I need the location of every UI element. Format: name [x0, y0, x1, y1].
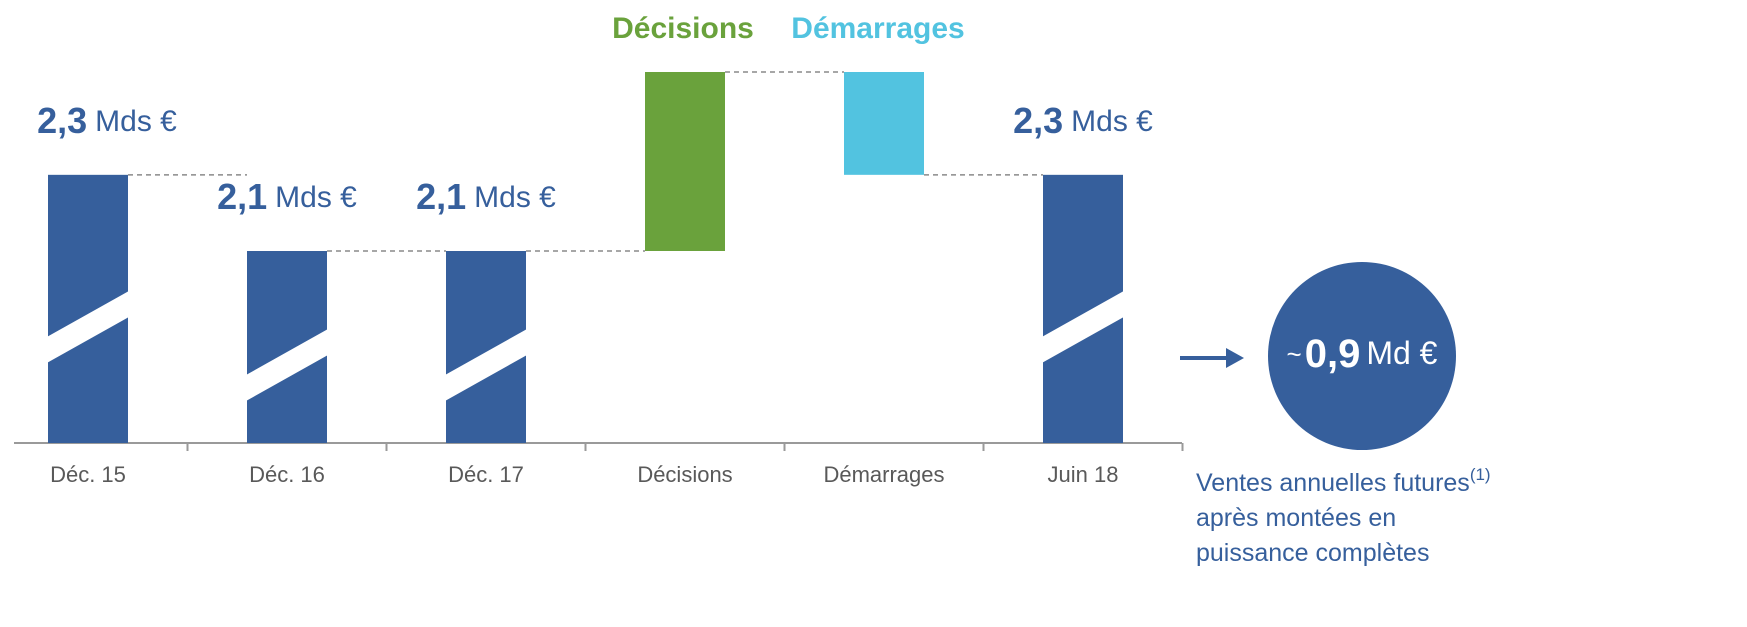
callout-note-line: puissance complètes: [1196, 539, 1429, 567]
callout-circle: [1268, 262, 1456, 450]
legend-entry: Démarrages: [791, 12, 964, 45]
x-tick-label: Juin 18: [1048, 462, 1119, 487]
data-label: 2,3 Mds €: [1013, 99, 1153, 140]
axis-break: [445, 329, 527, 401]
arrow-head: [1226, 348, 1244, 368]
callout-value: 0,9: [1305, 332, 1361, 376]
callout-note: puissance complètes: [1196, 539, 1429, 567]
callout-prefix: ~: [1287, 339, 1302, 369]
callout-note-line: après montées en: [1196, 504, 1396, 532]
callout-note-line: Ventes annuelles futures: [1196, 469, 1470, 497]
callout-label: ~0,9 Md €: [1287, 332, 1438, 376]
data-label-unit: Mds €: [1071, 105, 1153, 138]
callout-note: Ventes annuelles futures(1): [1196, 465, 1491, 496]
x-tick-label: Déc. 16: [249, 462, 325, 487]
bar: [844, 72, 924, 175]
data-label-unit: Mds €: [95, 105, 177, 138]
x-tick-label: Décisions: [637, 462, 732, 487]
axis-break: [246, 329, 328, 401]
x-tick-label: Déc. 15: [50, 462, 126, 487]
data-label-unit: Mds €: [474, 181, 556, 214]
axis-break: [47, 290, 129, 363]
bar: [645, 72, 725, 251]
callout-note: après montées en: [1196, 504, 1396, 532]
data-label-value: 2,1: [416, 176, 466, 217]
data-label: 2,3 Mds €: [37, 99, 177, 140]
legend-entry: Décisions: [612, 12, 754, 45]
data-label-value: 2,3: [37, 99, 87, 140]
x-tick-label: Démarrages: [823, 462, 944, 487]
data-label: 2,1 Mds €: [416, 176, 556, 217]
callout-unit: Md €: [1366, 335, 1437, 371]
data-label: 2,1 Mds €: [217, 176, 357, 217]
x-tick-label: Déc. 17: [448, 462, 524, 487]
data-label-value: 2,1: [217, 176, 267, 217]
axis-break: [1042, 290, 1124, 363]
footnote: (1): [1470, 465, 1491, 484]
data-label-value: 2,3: [1013, 99, 1063, 140]
data-label-unit: Mds €: [275, 181, 357, 214]
